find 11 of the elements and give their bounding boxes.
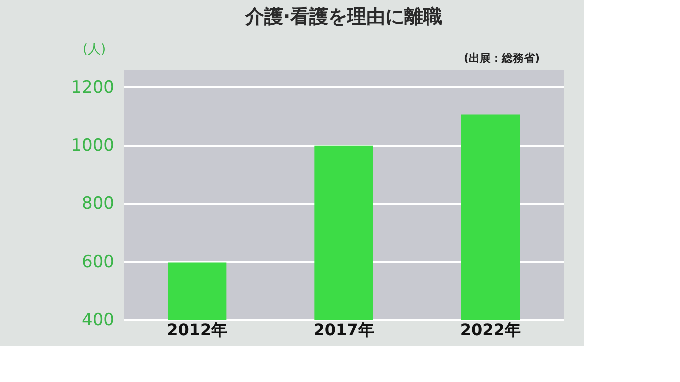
y-tick-label: 800	[82, 194, 114, 214]
x-tick-label: 2022年	[460, 320, 521, 340]
chart-title: 介護·看護を理由に離職	[244, 6, 443, 28]
y-tick-label: 600	[82, 252, 114, 272]
text: (出展：総務省)	[464, 52, 540, 65]
y-tick-label: 1200	[71, 78, 114, 98]
x-tick-label: 2012年	[167, 320, 228, 340]
y-axis-title: (人)	[82, 42, 106, 58]
y-tick-label: 1000	[71, 136, 114, 156]
y-tick-label: 400	[82, 310, 114, 330]
x-tick-label: 2017年	[314, 320, 374, 340]
